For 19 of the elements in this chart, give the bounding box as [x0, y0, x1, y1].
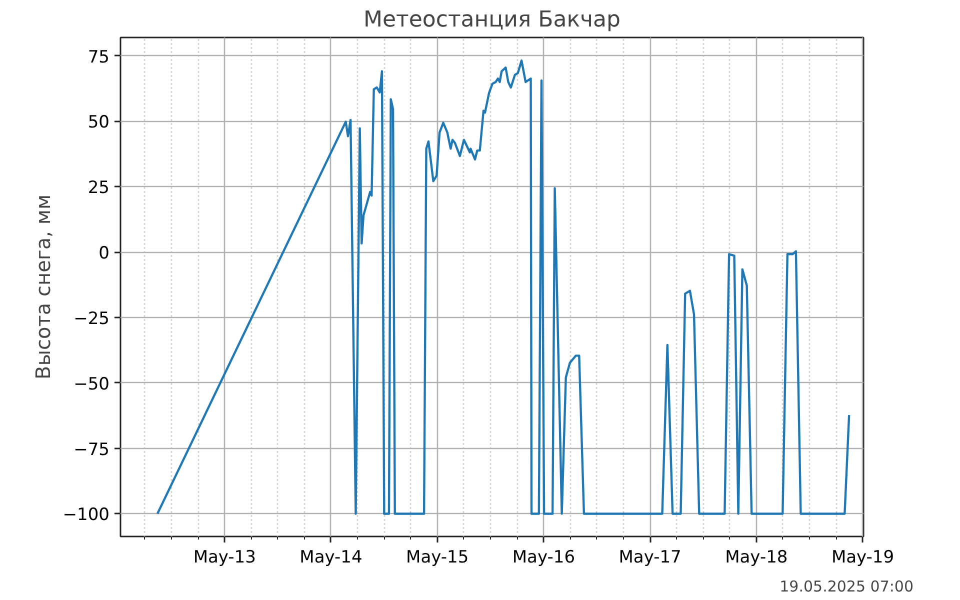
- y-tick-label: −100: [62, 505, 110, 526]
- chart-title: Метеостанция Бакчар: [364, 8, 620, 32]
- x-tick-label: May-19: [831, 548, 894, 568]
- y-tick-label: −25: [74, 308, 110, 329]
- y-tick-label: −50: [74, 374, 110, 394]
- x-tick-label: May-14: [300, 548, 362, 568]
- y-tick-label: 50: [88, 112, 110, 133]
- y-tick-label: 25: [88, 178, 110, 198]
- line-series: [156, 59, 850, 515]
- y-tick-label: 0: [98, 244, 110, 264]
- x-tick-label: May-18: [725, 548, 788, 568]
- x-tick-label: May-15: [406, 548, 469, 568]
- y-axis-title: Высота снега, мм: [30, 194, 55, 380]
- x-tick-label: May-17: [618, 548, 682, 568]
- text: 19.05.2025 07:00: [780, 578, 914, 596]
- y-tick-label: 75: [88, 47, 110, 68]
- x-tick-label: May-13: [193, 548, 256, 568]
- x-tick-label: May-16: [512, 548, 576, 568]
- y-tick-label: −75: [74, 440, 110, 460]
